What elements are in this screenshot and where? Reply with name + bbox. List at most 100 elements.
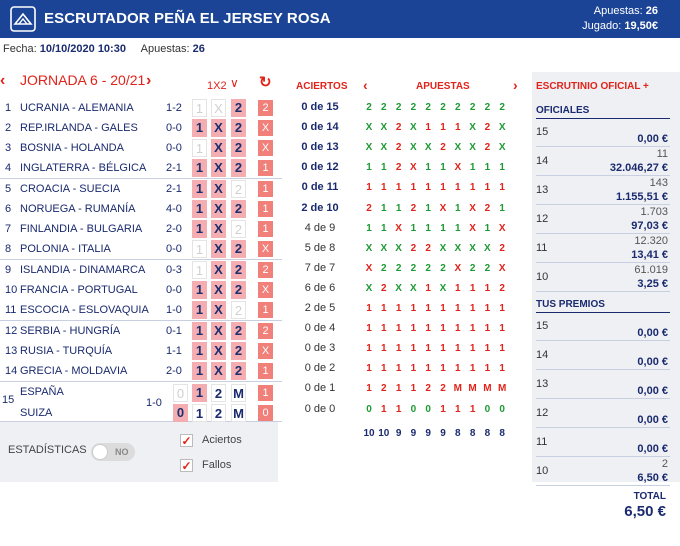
result-badge: 1 (258, 302, 273, 318)
pleno-goal-cell[interactable]: 0 (173, 384, 188, 402)
pick-2-cell[interactable]: 2 (231, 240, 246, 258)
pick-x-cell[interactable]: X (211, 200, 226, 218)
pick-2-cell[interactable]: 2 (231, 119, 246, 137)
match-number: 10 (5, 284, 18, 296)
pick-1-cell[interactable]: 1 (192, 342, 207, 360)
prev-jornada-arrow-icon[interactable]: ‹ (0, 72, 6, 89)
pick-x-cell[interactable]: X (211, 342, 226, 360)
pick-1-cell[interactable]: 1 (192, 240, 207, 258)
apuesta-cell: X (365, 142, 373, 154)
prize-row: 10 2 6,50 € (536, 457, 670, 486)
apuesta-cell: 1 (499, 363, 505, 375)
aciertos-count: 4 de 9 (304, 221, 336, 234)
pick-2-cell[interactable]: 2 (231, 281, 246, 299)
apuesta-cell: X (380, 122, 388, 134)
apuesta-cell: X (439, 282, 447, 294)
prize-amount: 0,00 € (637, 385, 668, 397)
prediction-selector[interactable]: 1X2 (207, 80, 227, 92)
pick-2-cell[interactable]: 2 (231, 322, 246, 340)
pick-1-cell[interactable]: 1 (192, 200, 207, 218)
pick-1-cell[interactable]: 1 (192, 139, 207, 157)
pick-x-cell[interactable]: X (211, 322, 226, 340)
pick-x-cell[interactable]: X (211, 281, 226, 299)
prize-category: 15 (536, 126, 549, 138)
pick-2-cell[interactable]: 2 (231, 220, 246, 238)
match-teams: NORUEGA - RUMANÍA (20, 203, 136, 215)
refresh-icon[interactable]: ↻ (259, 74, 272, 91)
pleno-goal-cell[interactable]: 2 (211, 384, 226, 402)
apuesta-cell: 1 (440, 162, 446, 174)
pick-2-cell[interactable]: 2 (231, 362, 246, 380)
pick-x-cell[interactable]: X (211, 159, 226, 177)
aciertos-checkbox[interactable]: ✓ (180, 434, 193, 448)
match-row: 2 REP.IRLANDA - GALES 0-0 1 X 2 X (0, 118, 282, 138)
pick-x-cell[interactable]: X (211, 301, 226, 319)
match-teams: FRANCIA - PORTUGAL (20, 284, 138, 296)
apuesta-total: 9 (440, 428, 446, 439)
apuesta-cell: 2 (395, 102, 402, 113)
chevron-down-icon[interactable]: ∨ (230, 76, 239, 90)
apuesta-cell: 1 (410, 383, 417, 395)
apuesta-cell: 1 (499, 323, 505, 335)
pick-1-cell[interactable]: 1 (192, 220, 207, 238)
escrutinio-header[interactable]: ESCRUTINIO OFICIAL + (536, 81, 649, 92)
pleno-goal-cell[interactable]: M (231, 404, 246, 422)
pleno-goal-cell[interactable]: 0 (173, 404, 188, 422)
pick-x-cell[interactable]: X (211, 261, 226, 279)
apuesta-cell: 1 (410, 323, 417, 335)
next-apuestas-arrow-icon[interactable]: › (513, 77, 518, 93)
pick-1-cell[interactable]: 1 (192, 322, 207, 340)
fallos-checkbox-label: Fallos (202, 459, 232, 471)
group-separator (0, 178, 282, 179)
apuesta-cell: X (454, 262, 462, 274)
pick-2-cell[interactable]: 2 (231, 180, 246, 198)
pick-x-cell[interactable]: X (211, 220, 226, 238)
pick-1-cell[interactable]: 1 (192, 261, 207, 279)
pick-2-cell[interactable]: 2 (231, 159, 246, 177)
pick-2-cell[interactable]: 2 (231, 301, 246, 319)
apuesta-cell: 2 (469, 102, 476, 113)
prev-apuestas-arrow-icon[interactable]: ‹ (363, 77, 368, 93)
pick-x-cell[interactable]: X (211, 119, 226, 137)
fallos-checkbox[interactable]: ✓ (180, 459, 193, 473)
pick-2-cell[interactable]: 2 (231, 139, 246, 157)
pleno-goal-cell[interactable]: 1 (192, 404, 207, 422)
pick-1-cell[interactable]: 1 (192, 301, 207, 319)
pick-1-cell[interactable]: 1 (192, 159, 207, 177)
apuesta-cell: 1 (440, 323, 446, 335)
pick-x-cell[interactable]: X (211, 240, 226, 258)
match-teams: FINLANDIA - BULGARIA (20, 223, 143, 235)
pleno-goal-cell[interactable]: 2 (211, 404, 226, 422)
pick-x-cell[interactable]: X (211, 99, 226, 117)
match-number: 12 (5, 325, 18, 337)
apuesta-cell: 1 (440, 343, 446, 355)
pick-1-cell[interactable]: 1 (192, 281, 207, 299)
pick-2-cell[interactable]: 2 (231, 200, 246, 218)
pick-1-cell[interactable]: 1 (192, 119, 207, 137)
stats-toggle[interactable]: NO (91, 443, 135, 461)
pick-2-cell[interactable]: 2 (231, 342, 246, 360)
aciertos-count: 2 de 10 (301, 201, 339, 214)
fecha-value: 10/10/2020 10:30 (39, 43, 126, 55)
app-title: ESCRUTADOR PEÑA EL JERSEY ROSA (44, 10, 331, 27)
pick-1-cell[interactable]: 1 (192, 362, 207, 380)
pick-1-cell[interactable]: 1 (192, 180, 207, 198)
pick-2-cell[interactable]: 2 (231, 99, 246, 117)
apuesta-cell: 2 (410, 242, 417, 254)
pick-2-cell[interactable]: 2 (231, 261, 246, 279)
pleno-goal-cell[interactable]: 1 (192, 384, 207, 402)
pick-x-cell[interactable]: X (211, 180, 226, 198)
pick-1-cell[interactable]: 1 (192, 99, 207, 117)
match-number: 14 (5, 365, 18, 377)
pick-x-cell[interactable]: X (211, 139, 226, 157)
match-teams: UCRANIA - ALEMANIA (20, 102, 134, 114)
next-jornada-arrow-icon[interactable]: › (146, 72, 152, 89)
apuesta-cell: 1 (381, 182, 387, 194)
apuesta-cell: 1 (425, 202, 431, 214)
pleno-goal-cell[interactable]: M (231, 384, 246, 402)
apuesta-total: 9 (395, 428, 402, 439)
pick-x-cell[interactable]: X (211, 362, 226, 380)
